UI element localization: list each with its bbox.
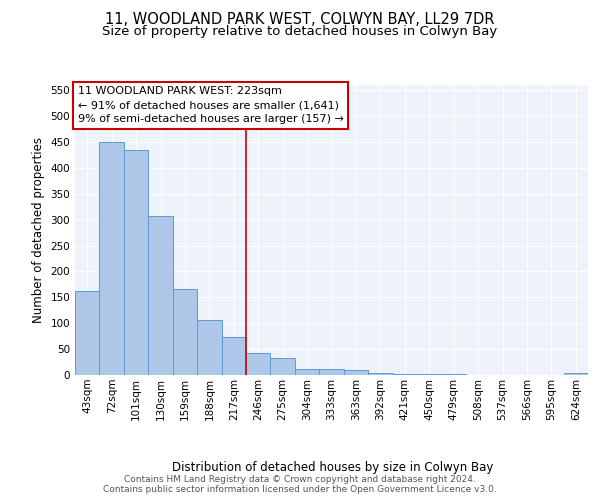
Bar (344, 370, 368, 375)
Bar (442, 374, 466, 375)
Bar (246, 352, 271, 375)
Text: 11 WOODLAND PARK WEST: 223sqm
← 91% of detached houses are smaller (1,641)
9% of: 11 WOODLAND PARK WEST: 223sqm ← 91% of d… (77, 86, 343, 124)
Text: Size of property relative to detached houses in Colwyn Bay: Size of property relative to detached ho… (103, 25, 497, 38)
Bar (100, 142, 124, 375)
Bar (75, 290, 100, 375)
Bar (271, 358, 295, 375)
Bar (124, 150, 148, 375)
Bar (197, 320, 221, 375)
Bar (563, 373, 588, 375)
Text: 11, WOODLAND PARK WEST, COLWYN BAY, LL29 7DR: 11, WOODLAND PARK WEST, COLWYN BAY, LL29… (105, 12, 495, 28)
Bar (319, 370, 344, 375)
Bar (148, 216, 173, 375)
Bar (417, 374, 442, 375)
Bar (295, 369, 319, 375)
Bar (368, 373, 392, 375)
Text: Contains HM Land Registry data © Crown copyright and database right 2024.
Contai: Contains HM Land Registry data © Crown c… (103, 474, 497, 494)
Bar (173, 288, 197, 375)
Bar (392, 374, 417, 375)
Text: Distribution of detached houses by size in Colwyn Bay: Distribution of detached houses by size … (172, 461, 494, 474)
Bar (221, 337, 246, 375)
Y-axis label: Number of detached properties: Number of detached properties (32, 137, 45, 323)
